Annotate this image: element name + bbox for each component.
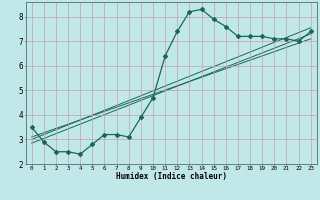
- X-axis label: Humidex (Indice chaleur): Humidex (Indice chaleur): [116, 172, 227, 181]
